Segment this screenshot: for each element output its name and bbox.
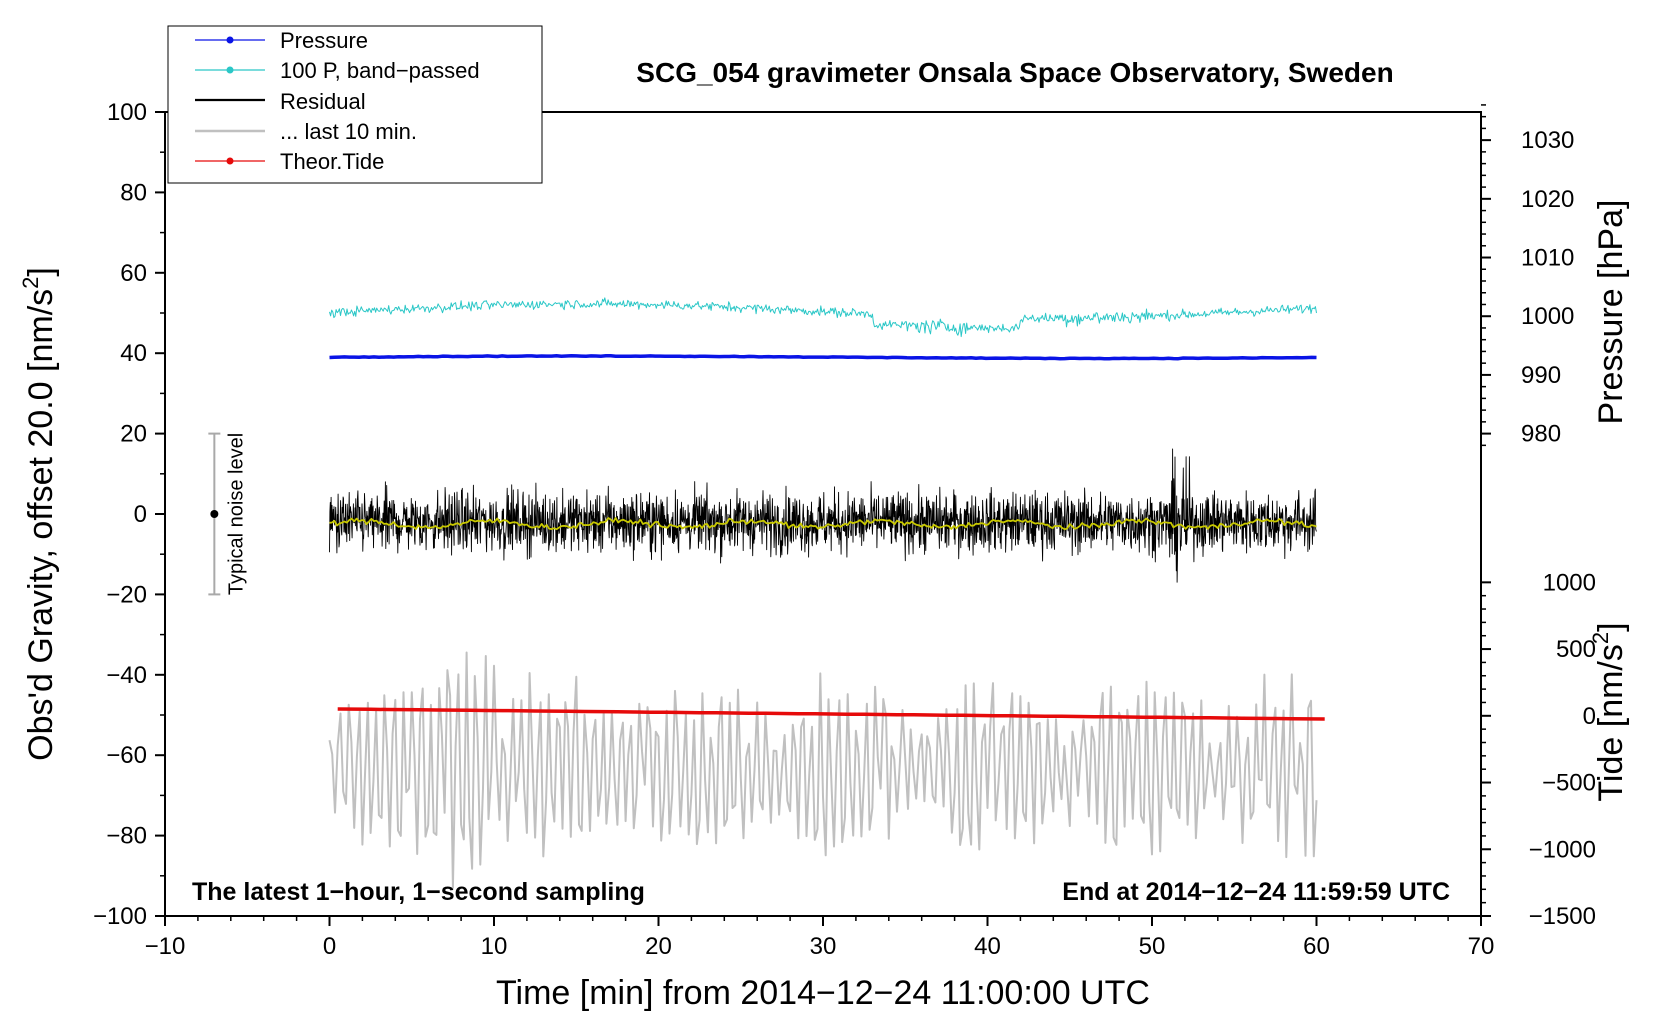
x-tick-label: 0 — [323, 933, 336, 960]
pressure-tick-label: 1020 — [1521, 186, 1574, 213]
y-axis-label-tide-text: Tide [nm/s — [1592, 644, 1630, 801]
legend-label-tide: Theor.Tide — [280, 149, 384, 174]
tide-tick-label: −1500 — [1529, 903, 1596, 930]
y-axis-label-pressure: Pressure [hPa] — [1592, 200, 1630, 425]
pressure-tick-label: 1000 — [1521, 303, 1574, 330]
y-tick-label: 40 — [120, 340, 147, 367]
y-axis-label-main-tail: ] — [22, 267, 60, 276]
y-tick-label: −20 — [106, 581, 147, 608]
y-tick-label: −80 — [106, 823, 147, 850]
y-tick-label: 80 — [120, 179, 147, 206]
legend: Pressure 100 P, band−passed Residual ...… — [167, 25, 543, 184]
pressure-tick-label: 1030 — [1521, 127, 1574, 154]
tide-tick-label: 0 — [1583, 703, 1596, 730]
x-tick-label: 20 — [645, 933, 672, 960]
annotation-end-time: End at 2014−12−24 11:59:59 UTC — [1062, 878, 1450, 906]
legend-label-bandpassed: 100 P, band−passed — [280, 58, 480, 83]
y-axis-label-tide-tail: ] — [1592, 622, 1630, 631]
y-tick-label: −60 — [106, 742, 147, 769]
series-residual-smoothed — [329, 517, 1317, 531]
series-pressure-bandpassed — [329, 297, 1317, 338]
pressure-tick-label: 1010 — [1521, 245, 1574, 272]
x-tick-label: 70 — [1468, 933, 1495, 960]
tide-axis-ticks: −1500 −1000 −500 0 500 1000 — [1481, 569, 1596, 930]
legend-marker-tide — [226, 157, 234, 165]
tide-tick-label: 1000 — [1543, 569, 1596, 596]
y-tick-label: −40 — [106, 662, 147, 689]
y-tick-label: −100 — [93, 903, 147, 930]
series-residual — [329, 448, 1317, 583]
legend-label-pressure: Pressure — [280, 28, 368, 53]
legend-label-residual: Residual — [280, 89, 366, 114]
y-tick-label: 60 — [120, 260, 147, 287]
x-tick-label: −10 — [145, 933, 186, 960]
legend-marker-bandpassed — [226, 66, 234, 74]
y-axis-label-main-sup: 2 — [18, 277, 43, 289]
y-axis-label-tide-sup: 2 — [1588, 632, 1613, 644]
pressure-tick-label: 990 — [1521, 362, 1561, 389]
y-tick-label: 100 — [107, 99, 147, 126]
noise-bar-center — [210, 510, 219, 518]
legend-label-last10: ... last 10 min. — [280, 119, 417, 144]
tide-tick-label: −500 — [1542, 770, 1596, 797]
annotation-sampling: The latest 1−hour, 1−second sampling — [192, 878, 645, 906]
y-axis-label-tide: Tide [nm/s2] — [1588, 622, 1630, 801]
y-tick-label: 0 — [134, 501, 147, 528]
y-axis-label-main: Obs'd Gravity, offset 20.0 [nm/s2] — [18, 267, 60, 761]
tide-tick-label: 500 — [1556, 636, 1596, 663]
pressure-tick-label: 980 — [1521, 421, 1561, 448]
x-tick-label: 50 — [1139, 933, 1166, 960]
x-ticks: −10 0 10 20 30 40 50 60 70 — [145, 916, 1495, 960]
pressure-axis-ticks: 980 990 1000 1010 1020 1030 — [1481, 104, 1574, 448]
series-layer — [328, 297, 1325, 889]
x-axis-label: Time [min] from 2014−12−24 11:00:00 UTC — [496, 974, 1150, 1012]
y-tick-label: 20 — [120, 421, 147, 448]
legend-box — [167, 25, 543, 184]
x-tick-label: 60 — [1303, 933, 1330, 960]
chart-title: SCG_054 gravimeter Onsala Space Observat… — [636, 57, 1393, 88]
y-axis-label-main-text: Obs'd Gravity, offset 20.0 [nm/s — [22, 289, 60, 761]
series-theoretical-tide — [337, 707, 1325, 721]
x-tick-label: 30 — [810, 933, 837, 960]
y-ticks: −100 −80 −60 −40 −20 0 20 40 60 80 100 — [93, 99, 165, 930]
noise-level-label: Typical noise level — [225, 433, 247, 595]
legend-marker-pressure — [226, 36, 234, 44]
tide-tick-label: −1000 — [1529, 836, 1596, 863]
x-tick-label: 40 — [974, 933, 1001, 960]
x-tick-label: 10 — [481, 933, 508, 960]
noise-level-indicator — [208, 432, 221, 596]
series-last-10-min — [328, 651, 1318, 889]
series-pressure — [329, 353, 1317, 361]
